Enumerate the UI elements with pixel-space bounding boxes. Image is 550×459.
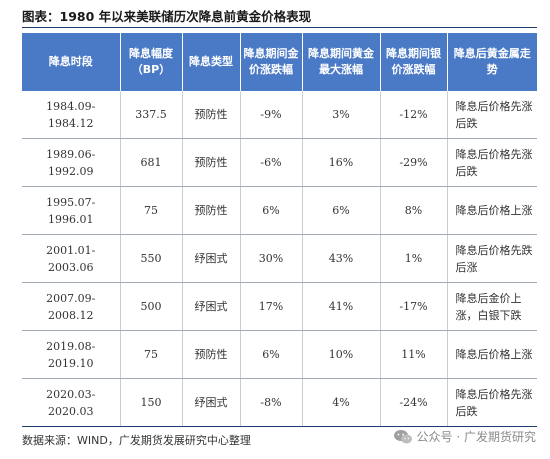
cell-gold-change: 6% [240, 186, 303, 235]
cell-silver-change: -12% [380, 91, 448, 139]
cell-cut-bp: 150 [120, 378, 183, 427]
table-row: 1989.06-1992.09 681 预防性 -6% 16% -29% 降息后… [22, 138, 537, 187]
table-row: 2001.01-2003.06 550 纾困式 30% 43% 1% 降息后价格… [22, 234, 537, 283]
cell-trend: 降息后金价上涨，白银下跌 [447, 282, 537, 331]
cell-cut-type: 纾困式 [182, 282, 241, 331]
cell-gold-max: 3% [302, 91, 381, 139]
table-row: 2020.03-2020.03 150 纾困式 -8% 4% -24% 降息后价… [22, 378, 537, 427]
header-period: 降息时段 [22, 33, 121, 91]
cell-silver-change: 1% [380, 234, 448, 283]
figure-title: 图表：1980 年以来美联储历次降息前黄金价格表现 [22, 9, 312, 24]
table-header-row: 降息时段 降息幅度（BP） 降息类型 降息期间金价涨跌幅 降息期间黄金最大涨幅 … [22, 33, 537, 91]
cell-gold-max: 41% [302, 282, 381, 331]
cell-silver-change: -29% [380, 138, 448, 187]
watermark: 公众号 · 广发期货研究 [393, 428, 536, 445]
header-cut-type: 降息类型 [182, 33, 241, 91]
wechat-icon [393, 429, 412, 443]
cell-period: 2007.09-2008.12 [22, 282, 121, 331]
cell-trend: 降息后价格上涨 [447, 186, 537, 235]
header-silver-change: 降息期间银价涨跌幅 [380, 33, 448, 91]
cell-gold-max: 6% [302, 186, 381, 235]
cell-trend: 降息后价格先涨后跌 [447, 378, 537, 427]
cell-gold-change: 6% [240, 330, 303, 379]
cell-cut-bp: 681 [120, 138, 183, 187]
header-cut-bp: 降息幅度（BP） [120, 33, 183, 91]
table-row: 2019.08-2019.10 75 预防性 6% 10% 11% 降息后价格上… [22, 330, 537, 379]
cell-cut-type: 预防性 [182, 138, 241, 187]
cell-silver-change: -24% [380, 378, 448, 427]
cell-cut-type: 预防性 [182, 186, 241, 235]
data-source-note: 数据来源：WIND，广发期货发展研究中心整理 [22, 434, 251, 447]
cell-cut-bp: 337.5 [120, 91, 183, 139]
cell-period: 1989.06-1992.09 [22, 138, 121, 187]
cell-gold-change: -9% [240, 91, 303, 139]
cell-cut-bp: 75 [120, 186, 183, 235]
cell-period: 2019.08-2019.10 [22, 330, 121, 379]
cell-silver-change: -17% [380, 282, 448, 331]
title-rule [22, 27, 537, 28]
rate-cut-gold-table: 降息时段 降息幅度（BP） 降息类型 降息期间金价涨跌幅 降息期间黄金最大涨幅 … [22, 33, 537, 427]
cell-trend: 降息后价格先涨后跌 [447, 138, 537, 187]
watermark-text: 公众号 · 广发期货研究 [416, 430, 536, 444]
cell-period: 1984.09-1984.12 [22, 91, 121, 139]
cell-gold-change: -8% [240, 378, 303, 427]
cell-cut-type: 纾困式 [182, 234, 241, 283]
cell-period: 2001.01-2003.06 [22, 234, 121, 283]
cell-gold-change: 30% [240, 234, 303, 283]
cell-period: 1995.07-1996.01 [22, 186, 121, 235]
cell-trend: 降息后价格上涨 [447, 330, 537, 379]
cell-gold-change: -6% [240, 138, 303, 187]
cell-gold-max: 10% [302, 330, 381, 379]
cell-gold-max: 4% [302, 378, 381, 427]
header-gold-max: 降息期间黄金最大涨幅 [302, 33, 381, 91]
cell-period: 2020.03-2020.03 [22, 378, 121, 427]
cell-trend: 降息后价格先跌后涨 [447, 234, 537, 283]
header-gold-change: 降息期间金价涨跌幅 [240, 33, 303, 91]
cell-cut-bp: 75 [120, 330, 183, 379]
table-row: 1984.09-1984.12 337.5 预防性 -9% 3% -12% 降息… [22, 91, 537, 139]
cell-silver-change: 11% [380, 330, 448, 379]
cell-cut-type: 纾困式 [182, 378, 241, 427]
header-trend: 降息后黄金属走势 [447, 33, 537, 91]
table-row: 2007.09-2008.12 500 纾困式 17% 41% -17% 降息后… [22, 282, 537, 331]
cell-silver-change: 8% [380, 186, 448, 235]
cell-gold-max: 43% [302, 234, 381, 283]
cell-cut-bp: 500 [120, 282, 183, 331]
cell-cut-type: 预防性 [182, 330, 241, 379]
cell-gold-change: 17% [240, 282, 303, 331]
cell-cut-bp: 550 [120, 234, 183, 283]
cell-gold-max: 16% [302, 138, 381, 187]
table-row: 1995.07-1996.01 75 预防性 6% 6% 8% 降息后价格上涨 [22, 186, 537, 235]
cell-trend: 降息后价格先涨后跌 [447, 91, 537, 139]
cell-cut-type: 预防性 [182, 91, 241, 139]
